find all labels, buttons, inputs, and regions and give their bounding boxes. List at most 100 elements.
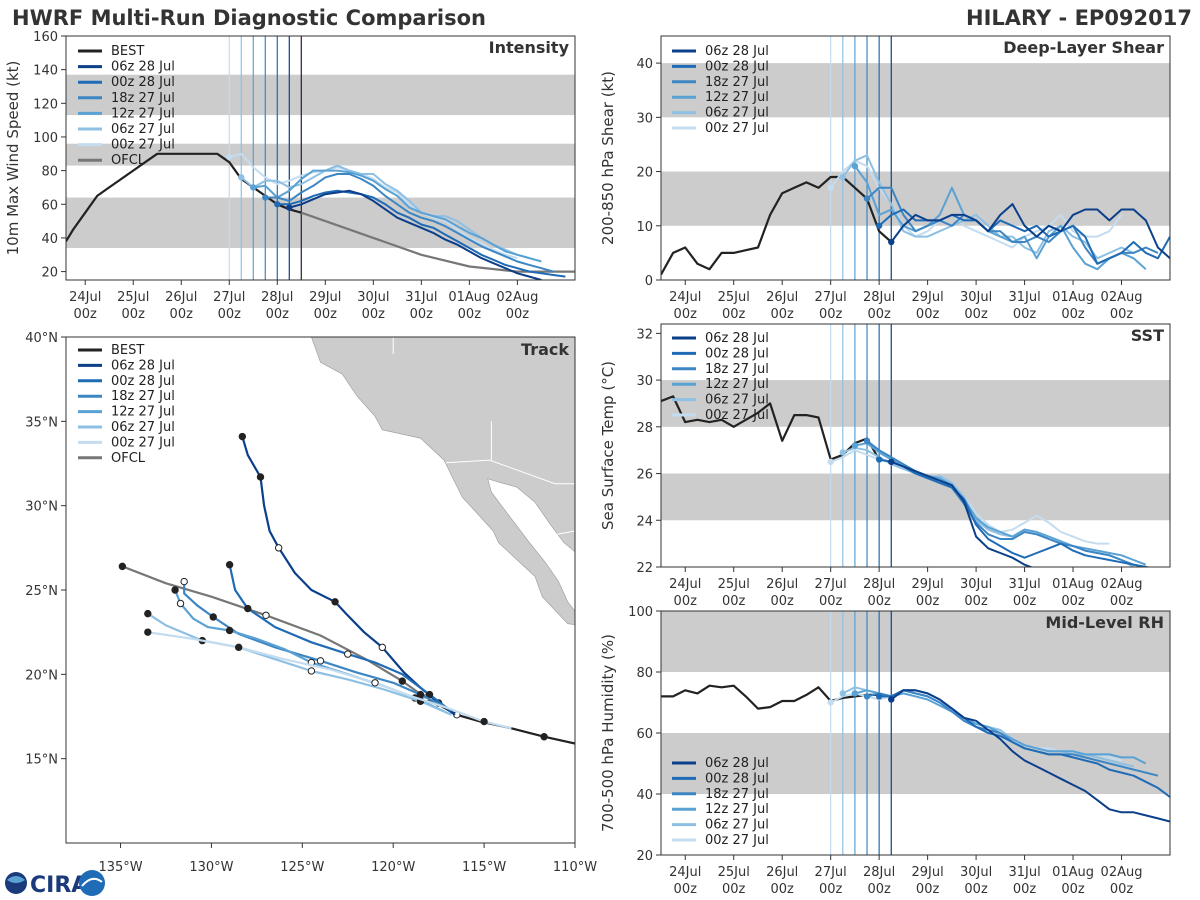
track-line-00z-27-jul [147, 631, 512, 730]
series-line-06z-28-jul [890, 203, 1170, 260]
x-tick-hour: 00z [218, 307, 242, 322]
legend-label-00z-27-jul: 00z 27 Jul [705, 121, 769, 136]
series-start-marker-06z-28-jul [888, 458, 895, 466]
x-tick-hour: 00z [1013, 882, 1037, 897]
track-line-ofcl [122, 565, 427, 699]
track-point-18z-27-jul [180, 577, 188, 586]
y-tick-label: 30 [636, 111, 653, 126]
track-point-06z-27-jul [307, 667, 316, 675]
cira-logo-swoosh [7, 876, 25, 883]
x-tick-date: 30Jul [960, 865, 992, 880]
x-tick-hour: 00z [916, 307, 940, 322]
y-axis-label: 700-500 hPa Humidity (%) [599, 634, 617, 832]
legend-label-18z-27-jul: 18z 27 Jul [705, 75, 769, 90]
series-start-marker-06z-27-jul [238, 174, 245, 181]
map-border-us-mexico [445, 459, 575, 485]
series-start-marker-00z-28-jul [875, 456, 883, 463]
y-axis-label: 10m Max Wind Speed (kt) [4, 61, 22, 256]
x-tick-hour: 00z [1013, 307, 1037, 322]
x-tick-hour: 00z [362, 307, 386, 322]
y-tick-label: 100 [33, 131, 58, 146]
x-tick-date: 29Jul [912, 865, 944, 880]
track-line-00z-28-jul [228, 564, 453, 713]
series-start-marker-06z-27-jul [839, 173, 846, 181]
x-tick-hour: 00z [722, 594, 746, 609]
lat-tick-label: 15°N [25, 753, 58, 768]
y-tick-label: 32 [636, 327, 653, 342]
x-tick-hour: 00z [458, 307, 482, 322]
x-tick-date: 25Jul [718, 865, 750, 880]
map-content [118, 337, 575, 745]
x-tick-hour: 00z [122, 307, 146, 322]
lat-tick-label: 40°N [25, 331, 58, 346]
series-start-marker-00z-28-jul [875, 693, 883, 700]
legend-label-12z-27-jul: 12z 27 Jul [705, 90, 769, 105]
series-line-12z-27-jul [253, 169, 542, 263]
y-tick-label: 40 [636, 57, 653, 72]
y-tick-label: 40 [636, 788, 653, 803]
x-tick-hour: 00z [1013, 594, 1037, 609]
plot-frame [660, 323, 1171, 568]
y-tick-label: 20 [636, 849, 653, 864]
series-start-marker-00z-27-jul [827, 184, 834, 192]
x-tick-date: 01Aug [1052, 865, 1094, 880]
cira-logo-emblem-wave [81, 877, 103, 887]
plot-content [661, 36, 1170, 280]
lon-tick-label: 110°W [553, 860, 597, 875]
legend-label-18z-27-jul: 18z 27 Jul [705, 787, 769, 802]
threshold-band [661, 733, 1170, 794]
y-axis-label: 200-850 hPa Shear (kt) [599, 71, 617, 245]
legend-label-12z-27-jul: 12z 27 Jul [111, 106, 175, 121]
x-tick-date: 27Jul [815, 865, 847, 880]
track-point-00z-28-jul [244, 604, 252, 613]
series-start-marker-12z-27-jul [851, 442, 859, 449]
track-point-12z-27-jul [176, 599, 185, 608]
legend-label-ofcl: OFCL [111, 153, 146, 168]
x-tick-date: 29Jul [912, 290, 944, 305]
figure-title: HWRF Multi-Run Diagnostic Comparison [12, 6, 486, 30]
x-tick-hour: 00z [964, 307, 988, 322]
y-tick-label: 120 [33, 97, 58, 112]
series-start-marker-12z-27-jul [851, 162, 859, 170]
x-tick-date: 25Jul [718, 577, 750, 592]
y-tick-label: 10 [636, 220, 653, 235]
x-tick-date: 30Jul [960, 577, 992, 592]
x-tick-hour: 00z [722, 882, 746, 897]
x-tick-date: 29Jul [309, 290, 341, 305]
legend-label-00z-28-jul: 00z 28 Jul [705, 346, 769, 361]
track-point-06z-28-jul [238, 432, 247, 441]
x-tick-date: 31Jul [405, 290, 437, 305]
track-point-06z-27-jul [144, 609, 152, 618]
x-tick-hour: 00z [964, 882, 988, 897]
legend-label-06z-27-jul: 06z 27 Jul [705, 393, 769, 408]
track-point-06z-28-jul [331, 598, 339, 606]
x-tick-date: 26Jul [766, 865, 798, 880]
legend-label-00z-28-jul: 00z 28 Jul [705, 771, 769, 786]
threshold-band [661, 611, 1170, 672]
x-tick-date: 02Aug [1101, 865, 1143, 880]
legend-label-18z-27-jul: 18z 27 Jul [111, 389, 175, 404]
lon-tick-label: 135°W [98, 860, 142, 875]
series-start-marker-12z-27-jul [851, 690, 859, 697]
threshold-band [66, 74, 575, 116]
cira-logo: CIRA [5, 870, 105, 898]
x-tick-hour: 00z [1110, 594, 1134, 609]
x-tick-date: 25Jul [718, 290, 750, 305]
legend-label-ofcl: OFCL [111, 451, 146, 466]
series-start-marker-00z-28-jul [274, 201, 281, 208]
threshold-band [661, 473, 1170, 521]
plot-content [661, 324, 1152, 567]
legend-label-00z-28-jul: 00z 28 Jul [705, 59, 769, 74]
cira-logo-text: CIRA [30, 873, 88, 898]
legend-label-06z-28-jul: 06z 28 Jul [705, 756, 769, 771]
panel-track: 135°W 130°W 125°W 120°W 115°W 110°W 15°N 20°N 25… [25, 331, 597, 875]
y-tick-label: 26 [636, 468, 653, 483]
track-point-00z-28-jul [344, 650, 352, 658]
x-tick-date: 26Jul [165, 290, 197, 305]
series-start-marker-18z-27-jul [863, 437, 871, 445]
